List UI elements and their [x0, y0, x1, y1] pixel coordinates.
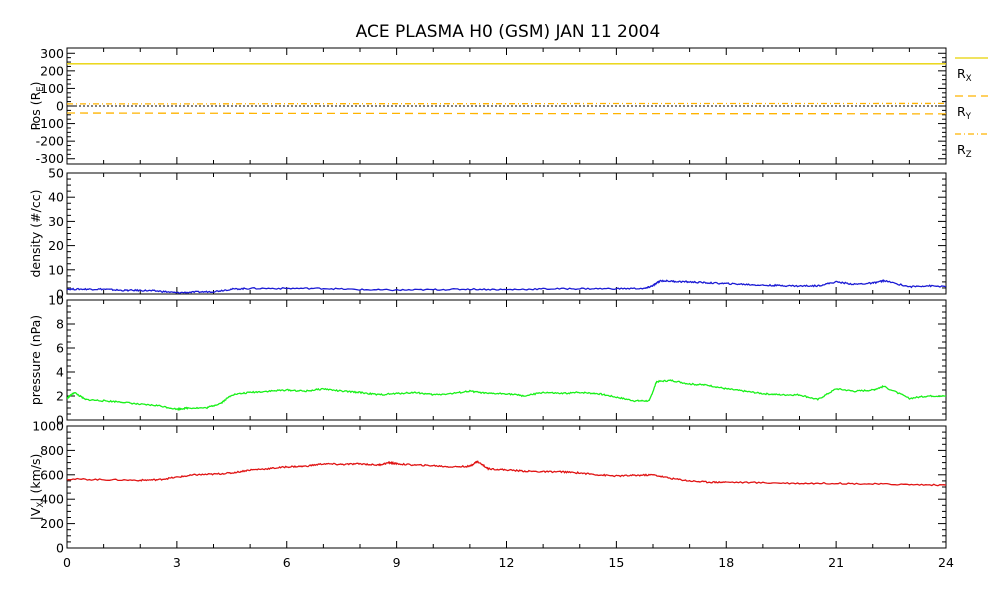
y-axis-label: Pos (RE)	[28, 81, 46, 130]
y-axis-label-subscript: E	[36, 86, 46, 91]
y-axis-label-end: )	[28, 81, 43, 86]
series-line-R_Z	[67, 102, 947, 105]
y-tick-label: 600	[40, 467, 64, 482]
x-tick-label: 15	[608, 555, 624, 570]
y-tick-label: 40	[48, 190, 64, 205]
y-axis-label: |VX| (km/s)	[28, 454, 46, 521]
series-line-Vx	[66, 460, 947, 487]
y-tick-label: 20	[48, 238, 64, 253]
x-tick-label: 24	[938, 555, 954, 570]
panel-frame	[66, 425, 947, 549]
panel-position: 300 200 100 0 -100 -200 -300 Pos (RE) RX RY RZ	[28, 46, 988, 166]
series-line-density	[66, 279, 947, 295]
y-tick-label: 0	[56, 99, 64, 114]
y-tick-label: 50	[48, 166, 64, 181]
x-tick-label: 3	[173, 555, 181, 570]
y-tick-label: 4	[56, 365, 64, 380]
y-tick-label: 30	[48, 214, 64, 229]
y-tick-label: 6	[56, 341, 64, 356]
y-tick-label: 800	[40, 443, 64, 458]
y-tick-label: 10	[48, 293, 64, 308]
y-axis-label-subscript: X	[36, 502, 46, 508]
legend-label: RY	[957, 104, 972, 122]
y-tick-label: -100	[36, 116, 64, 131]
panel-frame	[66, 299, 947, 421]
y-axis-label-end: | (km/s)	[28, 454, 43, 502]
y-tick-label: 300	[40, 46, 64, 61]
y-tick-label: 200	[40, 516, 64, 531]
y-tick-label: 1000	[32, 419, 64, 434]
panel-frame	[66, 172, 947, 295]
x-tick-label: 6	[283, 555, 291, 570]
y-tick-label: 8	[56, 317, 64, 332]
legend-label-subscript: Y	[965, 112, 972, 122]
y-tick-label: 2	[56, 389, 64, 404]
x-tick-label: 21	[828, 555, 844, 570]
series-line-pressure	[66, 379, 946, 412]
panel-pressure: 10 8 6 4 2 0 pressure (nPa)	[28, 293, 947, 428]
legend-label-subscript: Z	[966, 150, 972, 160]
legend-label: RX	[957, 66, 972, 84]
legend-label-subscript: X	[966, 74, 972, 84]
panel-vx: 1000 800 600 400 200 0 |VX| (km/s) 0 3 6 9 12 15 18 21…	[28, 419, 954, 571]
x-tick-label: 0	[63, 555, 71, 570]
y-tick-label: -200	[36, 134, 64, 149]
y-tick-label: 0	[56, 287, 64, 302]
y-tick-label: 400	[40, 492, 64, 507]
y-tick-label: 0	[56, 413, 64, 428]
series-line-R_Y	[66, 112, 947, 115]
y-axis-label: pressure (nPa)	[28, 315, 43, 405]
panel-density: 50 40 30 20 10 0 density (#/cc)	[28, 166, 947, 302]
figure-title: ACE PLASMA H0 (GSM) JAN 11 2004	[356, 22, 661, 42]
x-tick-label: 9	[393, 555, 401, 570]
panel-frame	[66, 47, 947, 165]
y-tick-label: 10	[48, 262, 64, 277]
y-axis-label: density (#/cc)	[28, 190, 43, 278]
legend-label: RZ	[957, 142, 972, 160]
x-tick-label: 18	[718, 555, 734, 570]
y-tick-label: 0	[56, 541, 64, 556]
y-tick-label: 200	[40, 63, 64, 78]
y-tick-label: 100	[40, 81, 64, 96]
x-tick-label: 12	[499, 555, 515, 570]
y-tick-label: -300	[36, 151, 64, 166]
